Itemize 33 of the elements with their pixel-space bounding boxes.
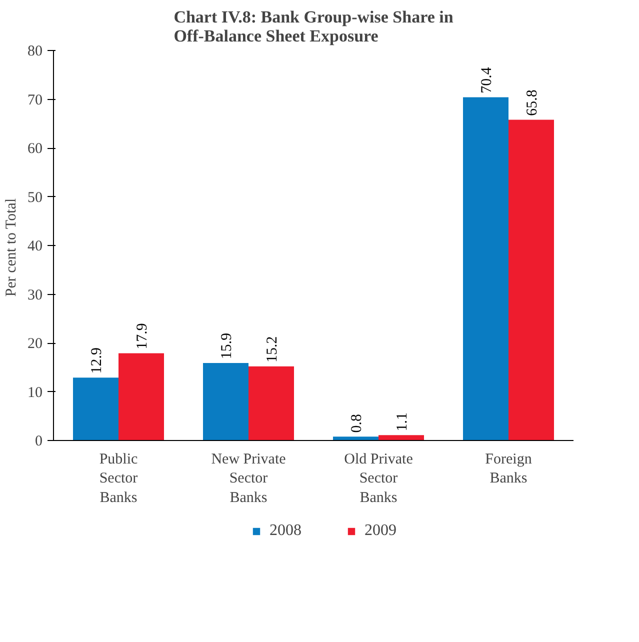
y-tick-label: 60 [28, 141, 42, 157]
data-label: 65.8 [524, 90, 540, 116]
y-tick-label: 50 [28, 190, 42, 206]
bar [333, 436, 378, 440]
y-tick-label: 10 [28, 384, 42, 401]
x-tick-label: Public Sector Banks [99, 452, 138, 506]
data-label: 17.9 [134, 323, 150, 350]
y-tick-label: 40 [28, 238, 42, 254]
bar [73, 378, 118, 440]
y-tick-label: 70 [28, 92, 42, 108]
data-label: 15.9 [218, 332, 235, 360]
bar [378, 435, 424, 440]
data-label: 70.4 [478, 66, 495, 94]
y-tick-label: 20 [28, 336, 42, 352]
bar [463, 97, 508, 440]
bar [508, 120, 554, 440]
x-tick-label: New Private Sector Banks [211, 452, 286, 506]
data-label: 0.8 [348, 414, 365, 433]
chart-title: Chart IV.8: Bank Group-wise Share in Off-Balance Sheet Exposure [174, 8, 454, 46]
legend-label: 2008 [270, 522, 302, 540]
x-tick-label: Old Private Sector Banks [344, 452, 414, 506]
bar [248, 366, 294, 440]
legend-label: 2009 [364, 522, 396, 540]
bar [203, 362, 248, 440]
y-tick-label: 30 [28, 287, 42, 304]
y-axis-title: Per cent to Total [4, 198, 20, 297]
data-label: 1.1 [394, 412, 410, 432]
data-label: 15.2 [264, 336, 280, 362]
y-tick-label: 80 [28, 44, 42, 60]
y-tick-label: 0 [35, 434, 42, 450]
bar [118, 353, 164, 440]
x-tick-label: Foreign Banks [485, 452, 532, 487]
data-label: 12.9 [88, 347, 105, 374]
